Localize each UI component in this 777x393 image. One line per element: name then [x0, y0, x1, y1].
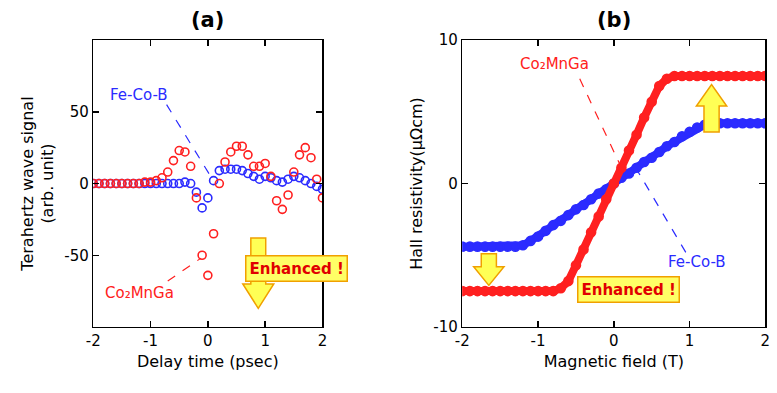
svg-text:Fe-Co-B: Fe-Co-B — [110, 86, 168, 104]
svg-text:Enhanced !: Enhanced ! — [250, 260, 344, 278]
svg-text:0: 0 — [79, 175, 89, 193]
svg-text:1: 1 — [685, 332, 695, 350]
svg-text:Fe-Co-B: Fe-Co-B — [668, 253, 726, 271]
svg-text:Terahertz wave signal(arb. uni: Terahertz wave signal(arb. unit) — [18, 96, 58, 271]
svg-text:50: 50 — [70, 103, 89, 121]
svg-text:-1: -1 — [531, 332, 546, 350]
svg-text:-2: -2 — [455, 332, 470, 350]
svg-text:10: 10 — [439, 31, 458, 49]
svg-text:0: 0 — [203, 332, 213, 350]
svg-text:Magnetic field (T): Magnetic field (T) — [544, 352, 684, 371]
svg-text:Co₂MnGa: Co₂MnGa — [520, 55, 589, 73]
svg-text:Hall resistivity(μΩcm): Hall resistivity(μΩcm) — [407, 97, 426, 270]
svg-text:0: 0 — [609, 332, 619, 350]
svg-text:0: 0 — [448, 175, 458, 193]
svg-text:Co₂MnGa: Co₂MnGa — [105, 284, 174, 302]
svg-text:(a): (a) — [191, 8, 224, 32]
svg-text:Delay time (psec): Delay time (psec) — [137, 352, 279, 371]
svg-text:-2: -2 — [86, 332, 101, 350]
svg-text:2: 2 — [761, 332, 771, 350]
svg-text:-50: -50 — [64, 247, 89, 265]
svg-text:1: 1 — [260, 332, 270, 350]
svg-text:-10: -10 — [433, 318, 458, 336]
svg-text:-1: -1 — [143, 332, 158, 350]
svg-text:(b): (b) — [597, 8, 631, 32]
svg-text:2: 2 — [318, 332, 328, 350]
svg-text:Enhanced !: Enhanced ! — [582, 281, 676, 299]
